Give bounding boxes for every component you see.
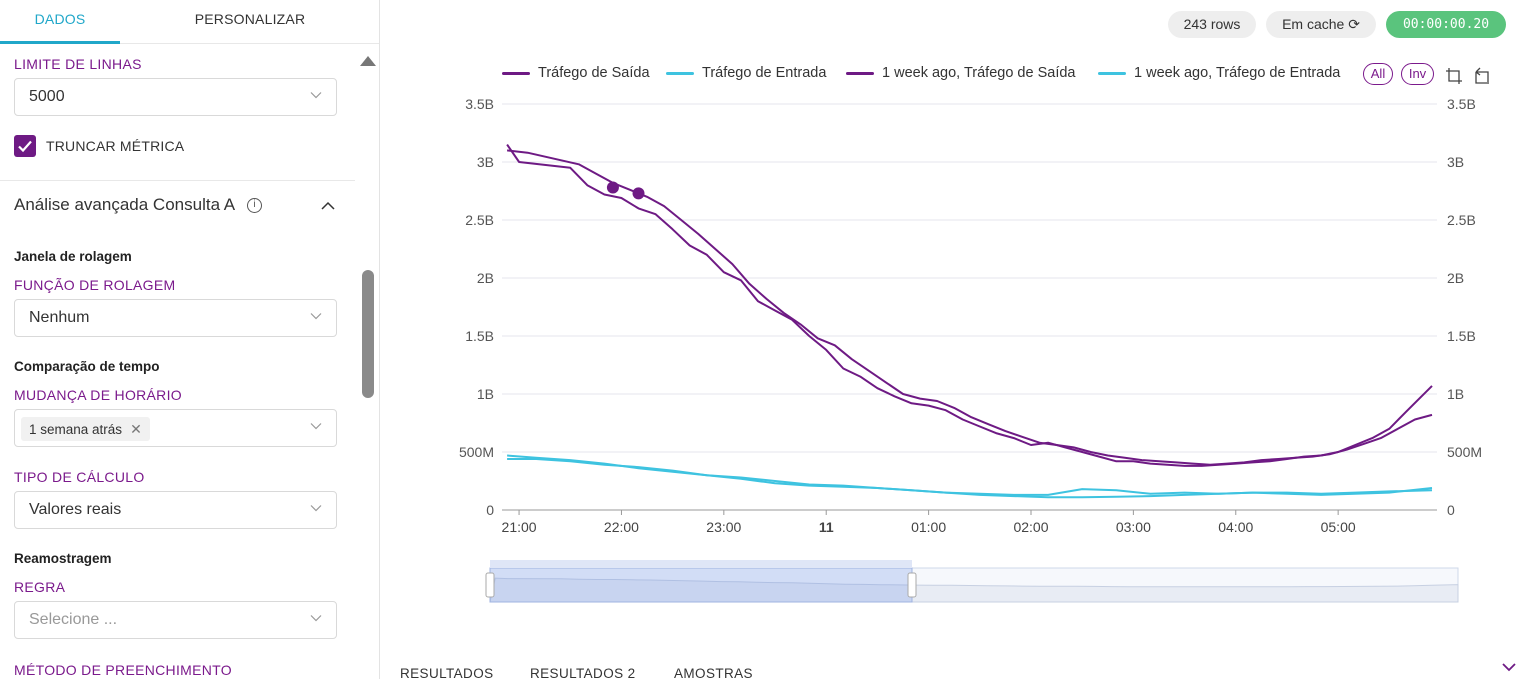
fill-method-label: MÉTODO DE PREENCHIMENTO bbox=[14, 662, 232, 678]
legend-swatch bbox=[666, 72, 694, 75]
row-limit-label: LIMITE DE LINHAS bbox=[14, 56, 142, 72]
time-shift-chip-label: 1 semana atrás bbox=[29, 422, 123, 437]
y-tick-label-right: 1.5B bbox=[1447, 328, 1476, 344]
x-tick-label: 01:00 bbox=[911, 519, 946, 535]
row-count-badge: 243 rows bbox=[1168, 11, 1256, 38]
y-tick-label-right: 3B bbox=[1447, 154, 1464, 170]
resample-rule-label: REGRA bbox=[14, 579, 66, 595]
x-tick-label: 03:00 bbox=[1116, 519, 1151, 535]
legend-swatch bbox=[502, 72, 530, 75]
row-limit-select[interactable]: 5000 bbox=[14, 78, 337, 116]
y-tick-label-left: 1.5B bbox=[465, 328, 494, 344]
legend-label: 1 week ago, Tráfego de Entrada bbox=[1134, 65, 1341, 81]
y-tick-label-left: 2.5B bbox=[465, 212, 494, 228]
x-tick-label: 22:00 bbox=[604, 519, 639, 535]
cache-badge[interactable]: Em cache ⟳ bbox=[1266, 11, 1376, 38]
legend-swatch bbox=[1098, 72, 1126, 75]
query-config-panel: DADOS PERSONALIZAR LIMITE DE LINHAS 5000… bbox=[0, 0, 380, 679]
rolling-function-value: Nenhum bbox=[29, 309, 90, 326]
rolling-function-select[interactable]: Nenhum bbox=[14, 299, 337, 337]
y-tick-label-right: 0 bbox=[1447, 502, 1455, 518]
rolling-function-label: FUNÇÃO DE ROLAGEM bbox=[14, 277, 176, 293]
series-line-0 bbox=[506, 144, 1433, 467]
chart-panel: 243 rows Em cache ⟳ 00:00:00.20 Tráfego … bbox=[380, 0, 1534, 679]
hover-point bbox=[632, 187, 645, 200]
hover-point bbox=[606, 181, 619, 194]
x-tick-label: 02:00 bbox=[1013, 519, 1048, 535]
x-tick-label: 11 bbox=[819, 519, 834, 535]
resample-rule-select[interactable]: Selecione ... bbox=[14, 601, 337, 639]
chevron-down-icon bbox=[310, 423, 322, 430]
y-tick-label-right: 1B bbox=[1447, 386, 1464, 402]
legend-select-all-button[interactable]: All bbox=[1363, 63, 1393, 85]
legend-label: 1 week ago, Tráfego de Saída bbox=[882, 65, 1076, 81]
truncate-metric-checkbox[interactable] bbox=[14, 135, 36, 157]
chevron-down-icon bbox=[310, 313, 322, 320]
legend-label: Tráfego de Entrada bbox=[702, 65, 827, 81]
x-tick-label: 23:00 bbox=[706, 519, 741, 535]
time-comparison-heading: Comparação de tempo bbox=[14, 359, 160, 374]
time-shift-chip: 1 semana atrás ✕ bbox=[21, 417, 150, 441]
zoom-select-icon[interactable] bbox=[1444, 66, 1464, 86]
query-timer: 00:00:00.20 bbox=[1386, 11, 1506, 38]
y-tick-label-left: 0 bbox=[486, 502, 494, 518]
y-tick-label-right: 2B bbox=[1447, 270, 1464, 286]
y-tick-label-left: 500M bbox=[459, 444, 494, 460]
zoom-reset-icon[interactable] bbox=[1473, 66, 1493, 86]
y-tick-label-right: 500M bbox=[1447, 444, 1482, 460]
remove-chip-icon[interactable]: ✕ bbox=[130, 421, 142, 437]
y-tick-label-right: 3.5B bbox=[1447, 96, 1476, 112]
checkmark-icon bbox=[18, 140, 32, 153]
time-shift-label: MUDANÇA DE HORÁRIO bbox=[14, 387, 182, 403]
time-shift-select[interactable]: 1 semana atrás ✕ bbox=[14, 409, 337, 447]
x-tick-label: 21:00 bbox=[502, 519, 537, 535]
scrollbar-thumb[interactable] bbox=[362, 270, 374, 398]
tab-resultados-2[interactable]: RESULTADOS 2 bbox=[530, 666, 636, 679]
series-line-3 bbox=[507, 458, 1433, 496]
info-icon[interactable]: i bbox=[247, 198, 262, 213]
series-line-2 bbox=[506, 149, 1433, 466]
chevron-down-icon bbox=[310, 505, 322, 512]
advanced-analysis-title[interactable]: Análise avançada Consulta A bbox=[14, 195, 236, 214]
tab-resultados[interactable]: RESULTADOS bbox=[400, 666, 494, 679]
zoom-handle-right bbox=[907, 572, 917, 598]
series-line-1 bbox=[507, 454, 1433, 499]
chevron-up-icon[interactable] bbox=[321, 201, 335, 211]
legend-swatch bbox=[846, 72, 874, 75]
legend-invert-button[interactable]: Inv bbox=[1401, 63, 1434, 85]
calc-type-value: Valores reais bbox=[29, 501, 122, 518]
panel-tabs: DADOS PERSONALIZAR bbox=[0, 0, 379, 44]
section-divider bbox=[0, 180, 355, 181]
zoom-slider-drag-bar bbox=[490, 560, 912, 568]
resample-rule-placeholder: Selecione ... bbox=[29, 611, 118, 628]
y-tick-label-left: 3.5B bbox=[465, 96, 494, 112]
refresh-icon[interactable]: ⟳ bbox=[1348, 16, 1360, 32]
x-tick-label: 04:00 bbox=[1218, 519, 1253, 535]
timeseries-chart[interactable]: 0 0 500M 500M 1B 1B 1.5B 1.5B 2B 2B 2.5B 2.5B 3B 3B 3.… bbox=[380, 90, 1534, 620]
legend-label: Tráfego de Saída bbox=[538, 65, 650, 81]
zoom-slider-preview bbox=[489, 577, 1459, 603]
tab-personalizar[interactable]: PERSONALIZAR bbox=[194, 11, 306, 27]
cache-label: Em cache bbox=[1282, 16, 1345, 32]
chevron-down-icon bbox=[310, 615, 322, 622]
y-tick-label-left: 3B bbox=[477, 154, 494, 170]
chevron-down-icon[interactable] bbox=[1502, 662, 1516, 672]
zoom-slider-selection bbox=[489, 567, 913, 603]
tab-amostras[interactable]: AMOSTRAS bbox=[674, 666, 753, 679]
scroll-up-arrow-icon[interactable] bbox=[360, 56, 376, 66]
zoom-handle-left bbox=[485, 572, 495, 598]
y-tick-label-left: 2B bbox=[477, 270, 494, 286]
chevron-down-icon bbox=[310, 92, 322, 99]
row-limit-value: 5000 bbox=[29, 88, 65, 105]
tab-dados[interactable]: DADOS bbox=[0, 0, 120, 44]
resample-heading: Reamostragem bbox=[14, 551, 112, 566]
truncate-metric-label: TRUNCAR MÉTRICA bbox=[46, 138, 185, 154]
calc-type-select[interactable]: Valores reais bbox=[14, 491, 337, 529]
calc-type-label: TIPO DE CÁLCULO bbox=[14, 469, 145, 485]
y-tick-label-left: 1B bbox=[477, 386, 494, 402]
rolling-window-heading: Janela de rolagem bbox=[14, 249, 132, 264]
y-tick-label-right: 2.5B bbox=[1447, 212, 1476, 228]
x-tick-label: 05:00 bbox=[1321, 519, 1356, 535]
